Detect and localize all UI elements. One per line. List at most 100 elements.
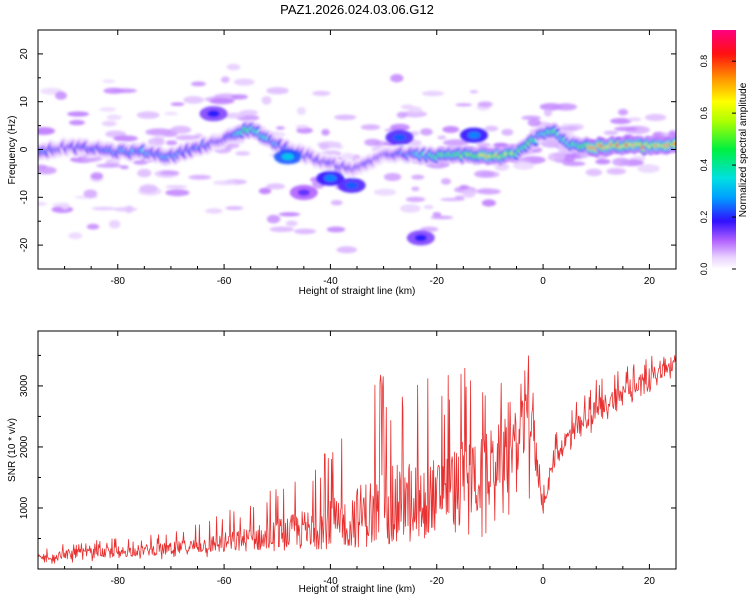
spectrogram-speckle	[295, 124, 309, 129]
spectrogram-speckle	[603, 130, 619, 135]
spectrogram-speckle	[212, 180, 236, 186]
spectrogram-speckle	[637, 164, 660, 173]
spectrogram-secondary-core	[414, 234, 427, 242]
spectrogram-speckle	[383, 173, 402, 181]
colorbar-label: Normalized spectral amplitude	[738, 82, 749, 217]
spectrogram-speckle	[334, 114, 357, 121]
spectrogram-speckle	[190, 81, 206, 87]
spectrogram-speckle	[430, 215, 454, 220]
spectrogram-speckle	[106, 114, 122, 121]
spectrogram-secondary-core	[468, 131, 480, 139]
spectrogram-speckle	[440, 197, 466, 202]
snr-x-tick-label: 20	[644, 576, 656, 587]
spectrogram-speckle	[562, 161, 586, 167]
spectrogram-speckle	[258, 187, 272, 195]
spectrogram-x-tick-label: -20	[430, 276, 445, 287]
spectrogram-speckle	[390, 74, 404, 83]
snr-y-tick-label: 2000	[19, 435, 30, 458]
spectrogram-y-tick-label: 10	[19, 96, 30, 108]
spectrogram-speckle	[411, 174, 425, 180]
snr-x-tick-label: -60	[217, 576, 232, 587]
spectrogram-speckle	[183, 96, 204, 104]
spectrogram-speckle	[595, 159, 611, 165]
spectrogram-speckle	[68, 232, 83, 240]
snr-x-tick-label: 0	[540, 576, 546, 587]
spectrogram-speckle	[139, 184, 158, 194]
spectrogram-speckle	[38, 202, 48, 206]
spectrogram-speckle	[296, 127, 313, 134]
spectrogram-speckle	[405, 196, 426, 203]
spectrogram-speckle	[610, 118, 632, 125]
snr-y-label: SNR (10 * v/v)	[7, 418, 18, 482]
spectrogram-x-tick-label: 0	[540, 276, 546, 287]
spectrogram-speckle	[209, 98, 235, 105]
spectrogram-speckle	[627, 117, 642, 122]
spectrogram-speckle	[321, 129, 330, 136]
colorbar-tick-label: 0.4	[699, 159, 709, 172]
spectrogram-speckle	[222, 112, 245, 119]
spectrogram-speckle	[61, 202, 70, 210]
spectrogram-speckle	[494, 162, 510, 171]
spectrogram-speckle	[165, 189, 190, 197]
snr-x-tick-label: -80	[111, 576, 126, 587]
spectrogram-speckle	[145, 128, 169, 136]
spectrogram-speckle	[411, 186, 420, 192]
spectrogram-speckle	[137, 168, 152, 178]
snr-series-line	[38, 355, 676, 564]
spectrogram-y-axis: -20 -10 0 10 20	[19, 29, 676, 270]
spectrogram-speckle	[390, 123, 410, 132]
spectrogram-speckle	[477, 188, 501, 195]
spectrogram-speckle	[269, 226, 295, 233]
colorbar-tick-label: 0.6	[699, 107, 709, 120]
spectrogram-speckle	[67, 111, 90, 117]
spectrogram-speckle	[469, 90, 478, 94]
spectrogram-speckle	[165, 185, 188, 189]
spectrogram-speckle	[86, 223, 100, 230]
spectrogram-speckle	[400, 204, 421, 213]
spectrogram-speckle	[521, 115, 541, 121]
spectrogram-speckle	[459, 185, 469, 190]
spectrogram-speckle	[113, 135, 138, 142]
spectrogram-speckle	[481, 199, 496, 207]
spectrogram-secondary-core	[393, 134, 406, 141]
snr-y-tick-label: 3000	[19, 374, 30, 397]
spectrogram-speckle	[420, 128, 433, 136]
spectrogram-speckle	[296, 107, 306, 115]
spectrogram-speckle	[112, 88, 137, 93]
spectrogram-speckle	[476, 142, 491, 148]
spectrogram-speckle	[614, 126, 638, 132]
spectrogram-speckle	[294, 228, 316, 235]
spectrogram-speckle	[99, 107, 117, 112]
spectrogram-speckle	[373, 188, 397, 196]
spectrogram-speckle	[312, 90, 331, 96]
spectrogram-speckle	[231, 94, 249, 100]
spectrogram-x-tick-label: -40	[323, 276, 338, 287]
spectrogram-speckle	[159, 170, 180, 175]
spectrogram-speckle	[410, 131, 420, 136]
snr-x-axis: -80 -60 -40 -20 0 20	[37, 331, 677, 587]
spectrogram-speckle	[554, 103, 577, 111]
spectrogram-speckle	[612, 157, 630, 167]
spectrogram-speckle	[261, 96, 272, 105]
spectrogram-speckle	[225, 206, 244, 211]
spectrogram-speckle	[501, 128, 514, 136]
spectrogram-ridge-cell	[673, 142, 676, 146]
spectrogram-speckle	[170, 125, 192, 134]
spectrogram-speckle	[484, 125, 499, 132]
spectrogram-speckle	[564, 153, 576, 162]
spectrogram-speckle	[477, 101, 493, 108]
spectrogram-y-tick-label: -10	[19, 190, 30, 205]
spectrogram-speckle	[437, 135, 447, 140]
colorbar-tick-label: 0.2	[699, 211, 709, 224]
spectrogram-speckle	[38, 127, 56, 135]
spectrogram-speckle	[90, 172, 104, 180]
spectrogram-speckle	[606, 168, 626, 175]
spectrogram-speckle	[38, 164, 48, 170]
snr-y-axis: 1000 2000 3000	[19, 354, 676, 570]
spectrogram-speckle	[597, 155, 607, 159]
spectrogram-speckle	[275, 126, 285, 130]
spectrogram-speckle	[421, 90, 445, 97]
spectrogram-speckle	[668, 130, 676, 137]
spectrogram-speckle	[266, 87, 289, 95]
